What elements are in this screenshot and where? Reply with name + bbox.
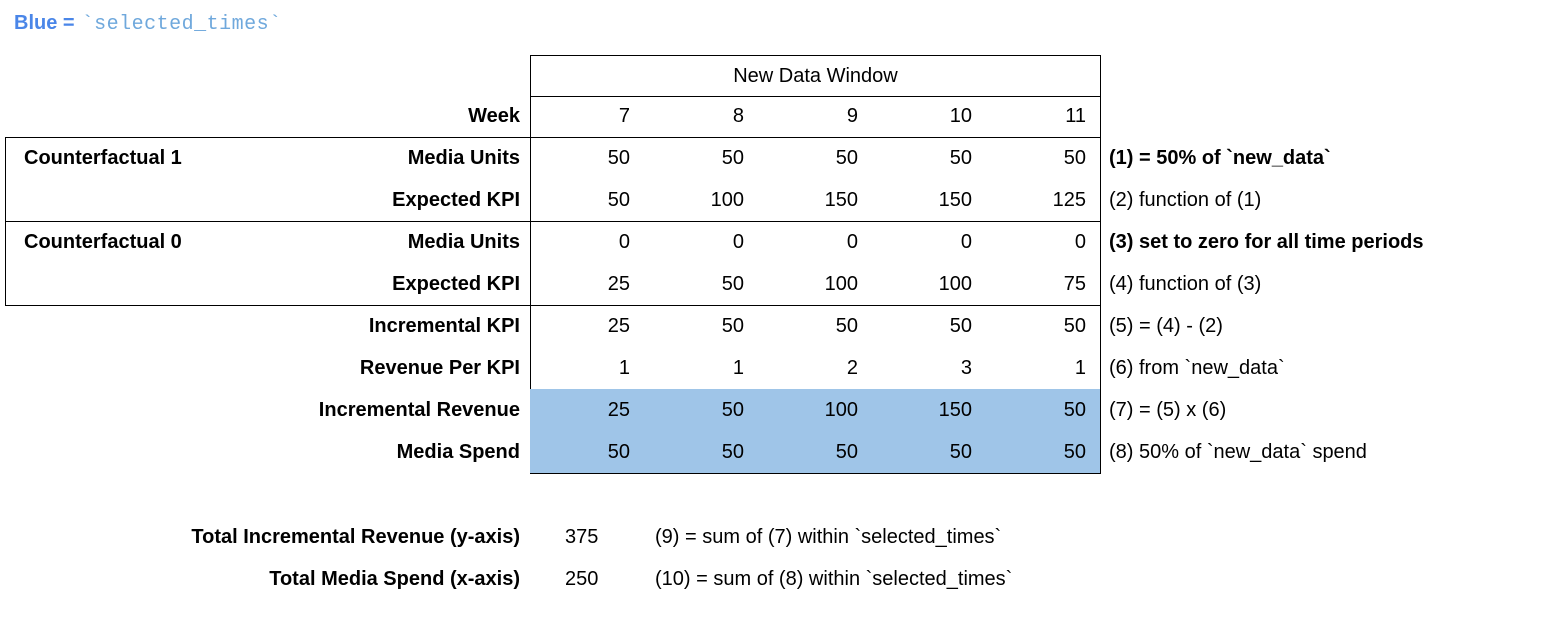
cell-value: 0 <box>618 231 630 253</box>
legend: Blue = `selected_times` <box>14 12 282 36</box>
cell-value: 150 <box>824 189 858 211</box>
cell-value: 75 <box>1063 273 1086 295</box>
table-row: Expected KPI 25 50 100 100 75 (4) functi… <box>0 263 1544 305</box>
cell-value: 3 <box>960 357 972 379</box>
total-annotation: (10) = sum of (8) within `selected_times… <box>655 568 1013 590</box>
cell-value: 1 <box>618 357 630 379</box>
row-annotation: (8) 50% of `new_data` spend <box>1109 441 1367 463</box>
group-label-spacer <box>0 179 255 221</box>
cell-value: 100 <box>710 189 744 211</box>
total-value: 250 <box>565 568 599 590</box>
table-row: Revenue Per KPI 1 1 2 3 1 (6) from `new_… <box>0 347 1544 389</box>
cell-value: 25 <box>607 273 630 295</box>
table-row: Expected KPI 50 100 150 150 125 (2) func… <box>0 179 1544 221</box>
row-label: Expected KPI <box>392 273 520 295</box>
cell-value: 100 <box>824 273 858 295</box>
cell-value: 1 <box>1074 357 1086 379</box>
row-annotation: (7) = (5) x (6) <box>1109 399 1227 421</box>
cell-value: 50 <box>835 147 858 169</box>
cell-value-highlighted: 50 <box>530 431 644 473</box>
cell-value-highlighted: 50 <box>986 431 1100 473</box>
week-label: Week <box>468 105 520 127</box>
row-label: Incremental KPI <box>368 315 520 337</box>
cell-value: 50 <box>1063 147 1086 169</box>
cell-value-highlighted: 150 <box>872 389 986 431</box>
cell-value: 1 <box>732 357 744 379</box>
row-annotation: (2) function of (1) <box>1109 189 1262 211</box>
week-value: 9 <box>846 105 858 127</box>
total-annotation: (9) = sum of (7) within `selected_times` <box>655 526 1002 548</box>
row-label: Media Spend <box>396 441 520 463</box>
cell-value: 50 <box>607 189 630 211</box>
row-annotation: (5) = (4) - (2) <box>1109 315 1223 337</box>
cell-value: 25 <box>607 315 630 337</box>
group-label-spacer <box>0 95 255 137</box>
cell-value: 50 <box>1063 315 1086 337</box>
total-label: Total Media Spend (x-axis) <box>269 568 520 590</box>
counterfactual-group-label: Counterfactual 0 <box>24 231 182 253</box>
table-row: Counterfactual 0 Media Units 0 0 0 0 0 (… <box>0 221 1544 263</box>
cell-value: 0 <box>846 231 858 253</box>
group-label-spacer <box>0 431 255 473</box>
cell-value-highlighted: 50 <box>644 431 758 473</box>
note-spacer <box>1109 95 1544 137</box>
row-label: Expected KPI <box>392 189 520 211</box>
cell-value: 50 <box>721 315 744 337</box>
cell-value: 50 <box>607 147 630 169</box>
row-annotation: (6) from `new_data` <box>1109 357 1285 379</box>
cell-value: 100 <box>938 273 972 295</box>
cell-value: 0 <box>1074 231 1086 253</box>
cell-value-highlighted: 50 <box>644 389 758 431</box>
week-row: Week 7 8 9 10 11 <box>0 95 1544 137</box>
group-label-spacer <box>0 389 255 431</box>
week-value: 8 <box>732 105 744 127</box>
table-row-highlighted: Media Spend 50 50 50 50 50 (8) 50% of `n… <box>0 431 1544 473</box>
cell-value: 150 <box>938 189 972 211</box>
row-annotation: (3) set to zero for all time periods <box>1109 231 1424 253</box>
table-header: New Data Window <box>733 65 898 87</box>
group-label-spacer <box>0 263 255 305</box>
row-label: Incremental Revenue <box>318 399 520 421</box>
table-row-highlighted: Incremental Revenue 25 50 100 150 50 (7)… <box>0 389 1544 431</box>
cell-value-highlighted: 50 <box>872 431 986 473</box>
counterfactual-group-label: Counterfactual 1 <box>24 147 182 169</box>
cell-value-highlighted: 50 <box>986 389 1100 431</box>
row-annotation: (4) function of (3) <box>1109 273 1262 295</box>
table-row: Counterfactual 1 Media Units 50 50 50 50… <box>0 137 1544 179</box>
group-label-spacer <box>0 347 255 389</box>
cell-value: 125 <box>1052 189 1086 211</box>
cell-value-highlighted: 25 <box>530 389 644 431</box>
cell-value: 50 <box>949 315 972 337</box>
week-value: 7 <box>618 105 630 127</box>
cell-value-highlighted: 50 <box>758 431 872 473</box>
totals-row: Total Media Spend (x-axis) 250 (10) = su… <box>0 558 1544 600</box>
cell-value-highlighted: 100 <box>758 389 872 431</box>
group-label-spacer <box>0 305 255 347</box>
total-label: Total Incremental Revenue (y-axis) <box>191 526 520 548</box>
cell-value: 50 <box>949 147 972 169</box>
totals-row: Total Incremental Revenue (y-axis) 375 (… <box>0 516 1544 558</box>
cell-value: 50 <box>835 315 858 337</box>
row-label: Revenue Per KPI <box>359 357 520 379</box>
row-annotation: (1) = 50% of `new_data` <box>1109 147 1331 169</box>
row-label: Media Units <box>407 231 520 253</box>
legend-label: Blue = <box>14 12 75 34</box>
row-label: Media Units <box>407 147 520 169</box>
week-value: 10 <box>949 105 972 127</box>
week-value: 11 <box>1065 105 1086 127</box>
cell-value: 50 <box>721 147 744 169</box>
table-row: Incremental KPI 25 50 50 50 50 (5) = (4)… <box>0 305 1544 347</box>
cell-value: 0 <box>960 231 972 253</box>
cell-value: 50 <box>721 273 744 295</box>
legend-code-selected-times: `selected_times` <box>81 13 282 36</box>
cell-value: 2 <box>846 357 858 379</box>
total-value: 375 <box>565 526 599 548</box>
cell-value: 0 <box>732 231 744 253</box>
